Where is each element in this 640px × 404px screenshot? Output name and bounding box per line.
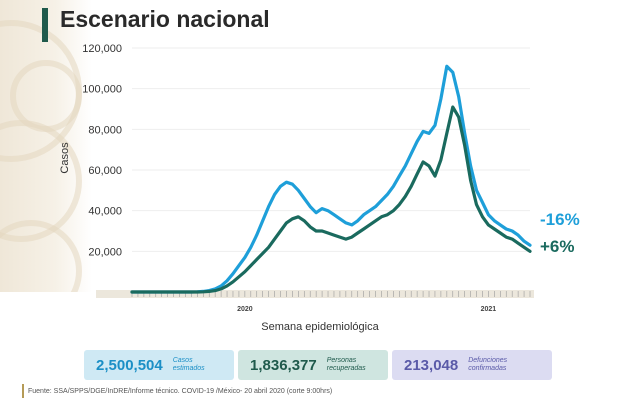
stat-label: Casos estimados [172,357,205,372]
stat-recovered: 1,836,377 Personas recuperadas [238,350,388,380]
chart-series [130,64,532,294]
source-note: Fuente: SSA/SPPS/DGE/InDRE/Informe técni… [28,388,333,395]
y-axis-title: Casos [59,142,71,174]
y-axis-ticks: 120,000 100,000 80,000 60,000 40,000 20,000 [82,43,122,258]
title-accent-bar [42,8,48,42]
stat-value: 2,500,504 [96,356,163,374]
y-tick-label: 120,000 [82,43,122,55]
stat-label: Defunciones confirmadas [468,357,508,372]
x-axis-title: Semana epidemiológica [261,321,379,333]
stat-label: Personas recuperadas [326,357,366,372]
stat-value: 1,836,377 [250,356,317,374]
week-band [96,290,534,298]
stat-value: 213,048 [404,356,459,374]
y-tick-label: 60,000 [88,165,122,177]
series-end-labels: -16% +6% [540,210,580,256]
stat-estimated-cases: 2,500,504 Casos estimados [84,350,234,380]
stat-deaths: 213,048 Defunciones confirmadas [392,350,552,380]
series-line [130,105,532,294]
decorative-background [0,0,92,292]
x-axis-year-labels: 2020 2021 [237,306,496,313]
source-accent-bar [22,384,24,398]
page-title: Escenario nacional [60,6,270,32]
y-tick-label: 20,000 [88,246,122,258]
series-end-label: -16% [540,210,580,229]
y-tick-label: 100,000 [82,84,122,96]
y-tick-label: 40,000 [88,206,122,218]
series-end-label: +6% [540,237,575,256]
chart-gridlines [132,47,530,252]
year-label: 2021 [481,306,497,313]
year-label: 2020 [237,306,253,313]
y-tick-label: 80,000 [88,124,122,136]
